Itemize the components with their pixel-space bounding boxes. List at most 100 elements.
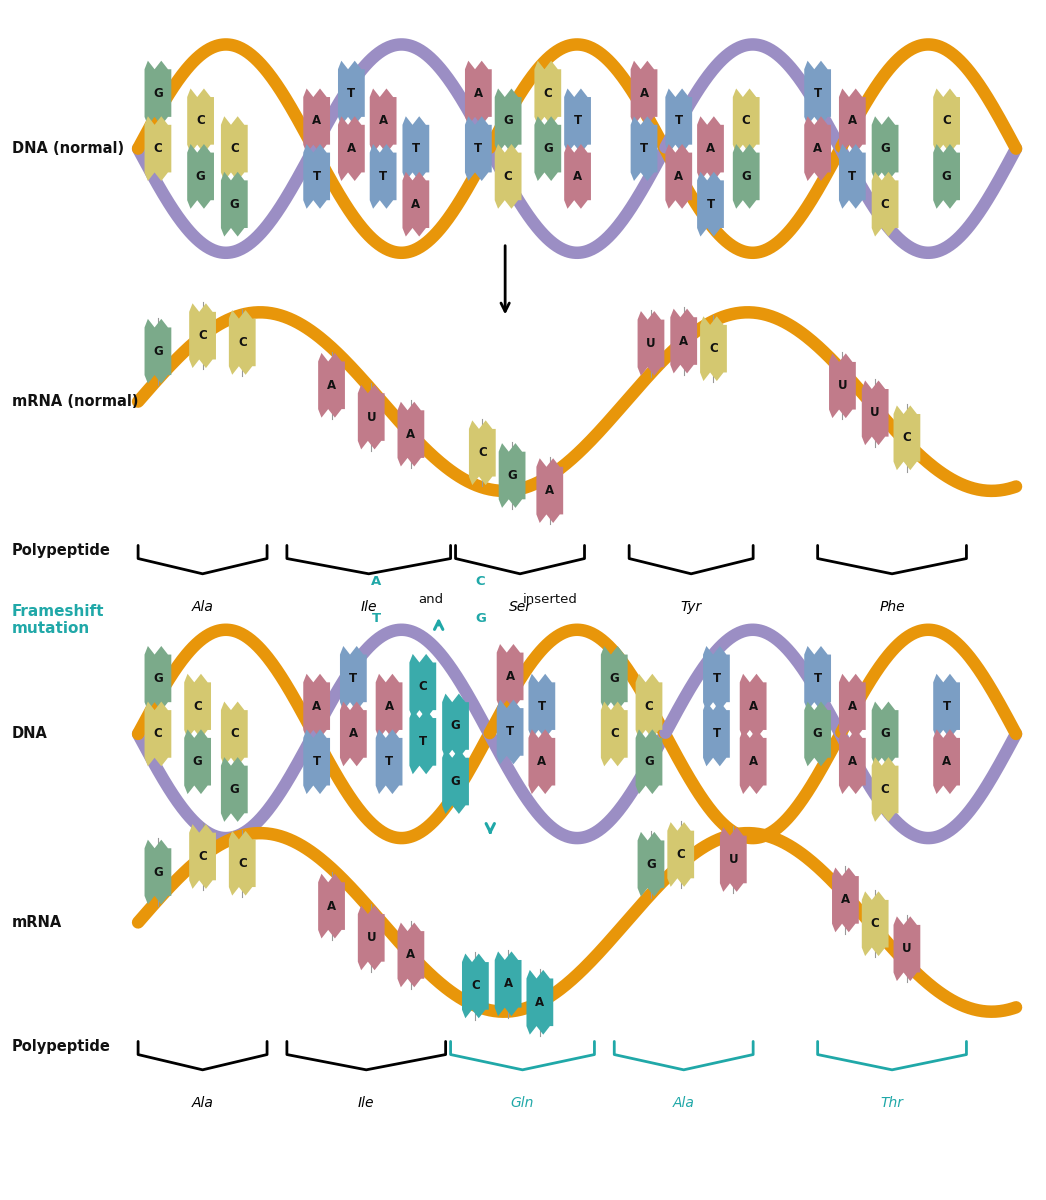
Polygon shape [495, 144, 522, 209]
Text: C: C [881, 198, 889, 211]
Text: A: A [347, 142, 356, 155]
Polygon shape [318, 353, 345, 418]
Text: A: A [848, 114, 857, 127]
Polygon shape [221, 172, 248, 236]
Polygon shape [933, 89, 960, 154]
Text: C: C [871, 917, 880, 930]
Text: A: A [474, 86, 483, 100]
Polygon shape [839, 730, 866, 794]
Polygon shape [804, 116, 831, 181]
Polygon shape [528, 730, 555, 794]
Polygon shape [144, 319, 172, 384]
Polygon shape [535, 116, 562, 181]
Text: A: A [327, 379, 336, 391]
Polygon shape [871, 702, 899, 767]
Text: C: C [237, 857, 247, 870]
Polygon shape [933, 144, 960, 209]
Polygon shape [358, 385, 385, 450]
Polygon shape [144, 61, 172, 126]
Polygon shape [740, 730, 767, 794]
Text: A: A [411, 198, 420, 211]
Text: C: C [197, 114, 205, 127]
Text: C: C [903, 431, 911, 444]
Text: T: T [412, 142, 419, 155]
Text: T: T [313, 170, 321, 182]
Text: G: G [475, 612, 485, 625]
Text: C: C [476, 575, 485, 588]
Text: G: G [196, 170, 205, 182]
Polygon shape [358, 906, 385, 971]
Text: C: C [230, 727, 238, 740]
Text: A: A [406, 948, 415, 961]
Text: T: T [385, 755, 393, 768]
Text: C: C [418, 680, 427, 692]
Polygon shape [369, 89, 396, 154]
Polygon shape [403, 116, 429, 181]
Text: A: A [348, 727, 358, 740]
Text: C: C [198, 329, 207, 342]
Text: C: C [504, 170, 513, 182]
Polygon shape [442, 749, 469, 814]
Text: C: C [742, 114, 751, 127]
Text: C: C [198, 850, 207, 863]
Text: A: A [312, 114, 321, 127]
Text: T: T [712, 672, 721, 685]
Polygon shape [465, 61, 492, 126]
Text: T: T [814, 672, 822, 685]
Text: A: A [749, 755, 757, 768]
Polygon shape [144, 116, 172, 181]
Text: A: A [379, 114, 388, 127]
Polygon shape [537, 458, 563, 523]
Text: T: T [712, 727, 721, 740]
Text: G: G [153, 86, 163, 100]
Polygon shape [839, 673, 866, 738]
Text: A: A [848, 755, 857, 768]
Polygon shape [397, 923, 425, 988]
Polygon shape [221, 702, 248, 767]
Polygon shape [804, 702, 831, 767]
Text: C: C [478, 446, 486, 460]
Polygon shape [528, 673, 555, 738]
Text: Ile: Ile [358, 1096, 374, 1110]
Polygon shape [403, 172, 429, 236]
Polygon shape [499, 443, 525, 508]
Text: G: G [451, 720, 460, 732]
Polygon shape [462, 954, 488, 1019]
Polygon shape [665, 144, 692, 209]
Text: G: G [153, 672, 163, 685]
Polygon shape [636, 730, 662, 794]
Text: Phe: Phe [880, 600, 905, 614]
Text: A: A [327, 900, 336, 913]
Polygon shape [564, 144, 591, 209]
Text: inserted: inserted [522, 594, 577, 606]
Text: C: C [154, 727, 162, 740]
Text: A: A [545, 484, 554, 497]
Text: Ala: Ala [191, 1096, 213, 1110]
Polygon shape [667, 822, 695, 887]
Polygon shape [893, 917, 920, 982]
Polygon shape [720, 827, 747, 892]
Polygon shape [497, 644, 523, 709]
Polygon shape [638, 311, 664, 376]
Polygon shape [839, 89, 866, 154]
Text: C: C [644, 700, 654, 713]
Text: A: A [675, 170, 683, 182]
Text: Gln: Gln [510, 1096, 535, 1110]
Polygon shape [340, 702, 367, 767]
Polygon shape [733, 89, 759, 154]
Text: C: C [154, 142, 162, 155]
Text: U: U [902, 942, 912, 955]
Text: A: A [706, 142, 715, 155]
Text: T: T [347, 86, 356, 100]
Text: A: A [679, 335, 688, 348]
Polygon shape [862, 892, 888, 956]
Polygon shape [184, 673, 211, 738]
Text: T: T [379, 170, 387, 182]
Polygon shape [636, 673, 662, 738]
Polygon shape [703, 702, 730, 767]
Text: A: A [406, 427, 415, 440]
Text: A: A [639, 86, 649, 100]
Text: T: T [313, 755, 321, 768]
Text: T: T [942, 700, 951, 713]
Text: G: G [153, 344, 163, 358]
